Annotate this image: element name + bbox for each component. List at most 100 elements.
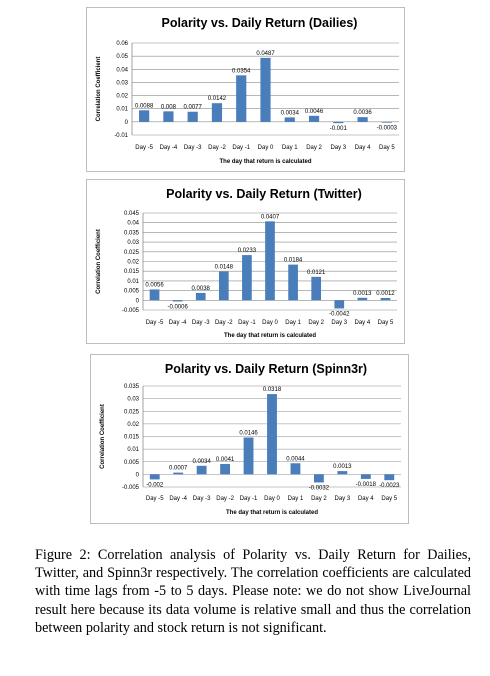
data-label: 0.0233	[238, 248, 257, 254]
x-axis-title: The day that return is calculated	[226, 510, 318, 516]
x-tick-label: Day -4	[160, 145, 178, 151]
x-tick-label: Day -2	[216, 496, 234, 502]
data-label: 0.0046	[305, 109, 324, 115]
data-label: 0.0034	[281, 110, 300, 116]
y-tick-label: -0.005	[122, 485, 140, 491]
bar	[357, 117, 368, 122]
data-label: 0.0041	[216, 457, 235, 463]
data-label: -0.0003	[377, 125, 398, 131]
y-tick-label: 0.005	[124, 289, 140, 295]
y-tick-label: 0.05	[116, 54, 128, 60]
y-axis-title: Correlation Coefficient	[96, 57, 102, 122]
bar	[149, 289, 160, 301]
bar	[381, 121, 392, 123]
data-label: 0.0056	[145, 282, 164, 288]
data-label: 0.0121	[307, 270, 326, 276]
data-label: 0.0013	[333, 464, 352, 470]
y-tick-label: -0.005	[122, 308, 140, 314]
data-label: -0.0006	[167, 304, 188, 310]
chart-dailies: Polarity vs. Daily Return (Dailies) -0.01…	[96, 16, 399, 165]
bar	[211, 103, 223, 122]
x-tick-label: Day 4	[355, 320, 371, 326]
data-label: 0.0407	[261, 214, 280, 220]
bar	[380, 297, 391, 301]
bar	[334, 300, 345, 309]
bar	[267, 394, 277, 475]
x-tick-label: Day -3	[184, 145, 202, 151]
x-tick-label: Day 0	[262, 320, 278, 326]
bar	[311, 276, 322, 301]
data-label: 0.0012	[376, 291, 395, 297]
y-tick-label: 0.06	[116, 41, 128, 47]
y-axis-title: Correlation Coefficient	[96, 229, 102, 294]
y-tick-label: 0.02	[127, 422, 139, 428]
data-label: 0.0007	[169, 466, 188, 472]
x-tick-label: Day 4	[358, 496, 374, 502]
x-tick-label: Day 1	[288, 496, 304, 502]
bar	[284, 117, 295, 122]
x-tick-label: Day 4	[355, 145, 371, 151]
y-tick-label: 0.04	[127, 221, 139, 227]
data-label: 0.0487	[256, 51, 275, 57]
y-tick-label: 0.03	[127, 397, 139, 403]
data-label: 0.0148	[215, 265, 234, 271]
y-tick-label: 0.01	[116, 107, 128, 113]
y-tick-label: 0.02	[127, 260, 139, 266]
data-label: -0.0018	[356, 482, 377, 488]
chart-panel-twitter: Polarity vs. Daily Return (Twitter) -0.00…	[86, 179, 405, 344]
bar	[220, 464, 231, 475]
data-label: 0.0184	[284, 258, 303, 264]
bar	[290, 463, 301, 475]
data-label: -0.0042	[329, 311, 350, 317]
x-tick-label: Day 2	[308, 320, 324, 326]
x-tick-label: Day -5	[135, 145, 153, 151]
x-tick-label: Day -1	[232, 145, 250, 151]
x-tick-label: Day -5	[146, 320, 164, 326]
bar	[196, 465, 207, 475]
x-tick-label: Day -3	[192, 320, 210, 326]
chart-title: Polarity vs. Daily Return (Twitter)	[166, 187, 362, 201]
data-label: -0.002	[146, 482, 164, 488]
bar	[357, 297, 368, 301]
y-tick-label: 0	[136, 298, 140, 304]
x-tick-label: Day -1	[240, 496, 258, 502]
bar	[163, 111, 174, 122]
data-label: 0.0142	[208, 96, 227, 102]
bar	[360, 474, 371, 479]
bar	[288, 264, 298, 301]
x-tick-label: Day 0	[264, 496, 280, 502]
bar	[242, 255, 252, 301]
y-tick-label: 0.03	[116, 80, 128, 86]
x-tick-label: Day 1	[282, 145, 298, 151]
x-tick-label: Day 5	[381, 496, 397, 502]
bar	[172, 300, 183, 302]
y-tick-label: 0.035	[124, 384, 140, 390]
data-label: 0.0077	[184, 105, 203, 111]
bar	[236, 75, 247, 122]
bar	[384, 474, 395, 481]
y-tick-label: -0.01	[114, 133, 128, 139]
figure-caption: Figure 2: Correlation analysis of Polari…	[35, 547, 471, 636]
chart-twitter: Polarity vs. Daily Return (Twitter) -0.00…	[96, 187, 397, 339]
x-tick-label: Day 3	[330, 145, 346, 151]
x-tick-label: Day -4	[169, 320, 187, 326]
x-axis-title: The day that return is calculated	[224, 333, 316, 339]
data-label: 0.0146	[239, 431, 258, 437]
data-label: 0.0036	[353, 110, 372, 116]
y-tick-label: 0.005	[124, 460, 140, 466]
bar	[308, 115, 320, 122]
data-label: 0.0044	[286, 456, 305, 462]
x-tick-label: Day 3	[331, 320, 347, 326]
y-axis-title: Correlation Coefficient	[100, 404, 106, 469]
x-tick-label: Day 5	[378, 320, 394, 326]
x-tick-label: Day -1	[238, 320, 256, 326]
data-label: 0.0354	[232, 68, 251, 74]
bar	[187, 111, 198, 122]
x-tick-label: Day 2	[306, 145, 322, 151]
bar	[149, 474, 160, 480]
y-tick-label: 0	[136, 472, 140, 478]
bar	[337, 471, 348, 475]
data-label: -0.0032	[309, 485, 330, 491]
x-tick-label: Day 1	[285, 320, 301, 326]
bar	[218, 271, 229, 301]
